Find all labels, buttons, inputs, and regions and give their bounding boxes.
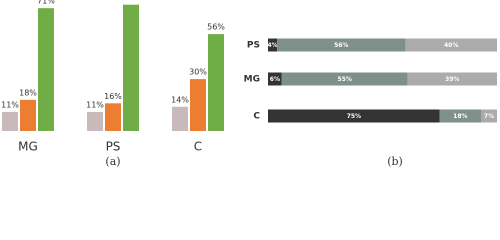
bar-segment <box>268 109 440 123</box>
value-label: 16% <box>104 92 122 101</box>
bar <box>87 111 103 131</box>
value-label: 55% <box>338 76 352 83</box>
bar <box>38 8 54 132</box>
caption: (a) <box>105 155 120 168</box>
bar-segment <box>439 109 481 123</box>
value-label: 73% <box>122 0 140 2</box>
value-label: 18% <box>453 113 467 120</box>
value-label: 40% <box>444 42 458 49</box>
value-label: 14% <box>171 95 189 104</box>
value-label: 75% <box>347 113 361 120</box>
x-tick-label: MG <box>18 140 38 154</box>
bar-segment <box>277 38 406 52</box>
value-label: 56% <box>207 23 225 32</box>
x-tick-label: C <box>194 140 202 154</box>
value-label: 71% <box>37 0 55 6</box>
bar-segment <box>480 109 497 123</box>
value-label: 7% <box>484 113 494 120</box>
bar <box>172 106 188 131</box>
y-tick-label: MG <box>244 75 260 85</box>
bar-segment <box>407 72 497 86</box>
value-label: 39% <box>445 76 459 83</box>
bar <box>208 34 224 132</box>
bar <box>123 4 139 132</box>
y-tick-label: C <box>253 112 260 122</box>
bar-segment <box>268 72 282 86</box>
bar-segment <box>281 72 408 86</box>
value-label: 11% <box>86 100 104 109</box>
value-label: 56% <box>334 42 348 49</box>
value-label: 18% <box>19 88 37 97</box>
bar-segment <box>405 38 497 52</box>
figure: (a) (b) 11%18%71%MG11%16%73%PS14%30%56%C… <box>1 0 497 168</box>
bar <box>105 103 121 131</box>
value-label: 4% <box>267 42 277 49</box>
caption: (b) <box>387 155 403 168</box>
bar <box>190 79 206 131</box>
y-tick-label: PS <box>247 41 260 51</box>
value-label: 30% <box>189 68 207 77</box>
bar <box>2 111 18 131</box>
bar-segment <box>268 38 278 52</box>
bar <box>20 99 36 131</box>
value-label: 11% <box>1 100 19 109</box>
value-label: 6% <box>270 76 280 83</box>
x-tick-label: PS <box>106 140 121 154</box>
